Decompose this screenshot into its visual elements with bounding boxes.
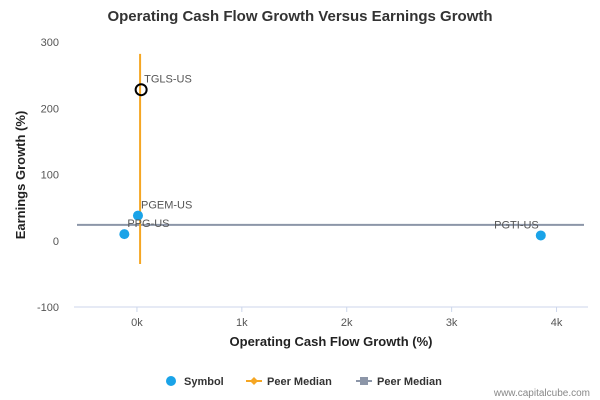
y-ticks: -100 0 100 200 300 [37,37,59,314]
x-tick-label: 3k [446,317,458,329]
data-point-label: PPG-US [127,218,169,230]
legend-label: Peer Median [377,376,442,388]
legend-label: Symbol [184,376,224,388]
legend-item[interactable]: Peer Median [356,376,442,388]
plot-area: 0k 1k 2k 3k 4k -100 0 100 200 300 TGLS-US PGEM-US… [37,37,588,329]
legend-item[interactable]: Peer Median [246,376,332,388]
data-point-label: PGEM-US [141,200,192,212]
data-point [132,210,143,221]
data-point [535,230,546,241]
x-tick-label: 0k [131,317,143,329]
legend-item[interactable]: Symbol [166,376,224,388]
legend-label: Peer Median [267,376,332,388]
credit-text: www.capitalcube.com [493,388,590,399]
y-tick-label: 200 [41,103,59,115]
y-axis-label: Earnings Growth (%) [13,111,28,240]
legend-diamond [250,377,258,385]
y-tick-label: 300 [41,37,59,49]
data-points: TGLS-US PGEM-US PPG-US PGTI-US [119,74,546,241]
x-tick-label: 4k [551,317,563,329]
data-point-label: TGLS-US [144,74,192,86]
x-tick-label: 1k [236,317,248,329]
x-ticks: 0k 1k 2k 3k 4k [131,307,563,329]
peer-median-lines [77,53,584,264]
legend: Symbol Peer Median Peer Median [166,376,442,388]
legend-square [360,377,368,385]
legend-symbol-circle [166,376,176,386]
data-point-label: PGTI-US [494,219,539,231]
data-point [119,229,130,240]
x-tick-label: 2k [341,317,353,329]
data-point-highlight [134,83,148,97]
y-tick-label: 100 [41,170,59,182]
x-axis-label: Operating Cash Flow Growth (%) [230,334,433,349]
y-tick-label: -100 [37,302,59,314]
y-tick-label: 0 [53,236,59,248]
chart-title: Operating Cash Flow Growth Versus Earnin… [107,8,492,25]
